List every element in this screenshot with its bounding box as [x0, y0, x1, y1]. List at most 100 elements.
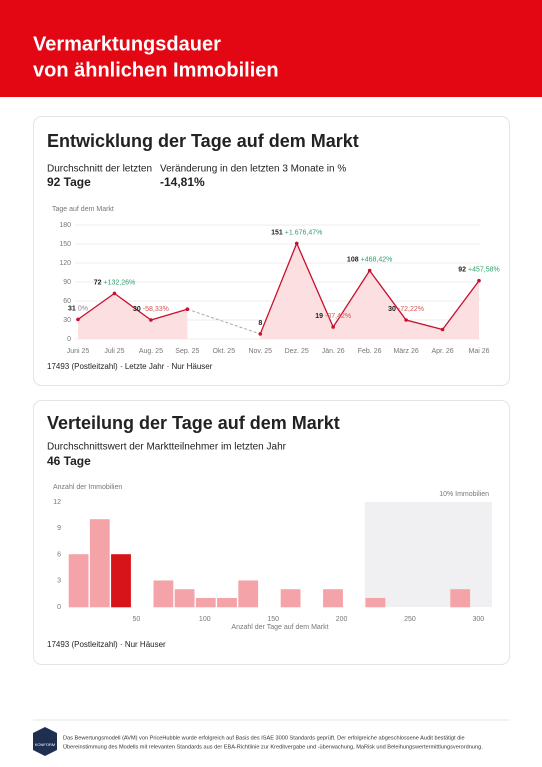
value-label: 72	[94, 279, 102, 286]
y-tick-label: 9	[57, 525, 61, 532]
x-tick-label: Sep. 25	[175, 348, 199, 355]
area	[78, 293, 188, 339]
change-label: +132,26%	[103, 279, 135, 286]
point-label: 8	[258, 320, 262, 327]
change-label: +468,42%	[361, 256, 393, 263]
value-label: 92	[458, 267, 466, 274]
value-label: 30	[133, 306, 141, 313]
point	[331, 325, 335, 329]
point	[149, 318, 153, 322]
point	[477, 278, 481, 283]
value-label: 30	[388, 306, 396, 313]
x-tick-label: Dez. 25	[285, 348, 309, 355]
point-label: 30 -72,22%	[388, 306, 424, 313]
histogram-bar	[323, 589, 343, 608]
point	[112, 291, 117, 296]
x-tick-label: Aug. 25	[139, 348, 163, 355]
point	[185, 307, 190, 312]
histogram-bar	[174, 589, 195, 608]
histogram-bar	[280, 589, 301, 608]
footnote: 17493 (Postleitzahl) · Nur Häuser	[47, 640, 166, 649]
point-label: 151 +1.676,47%	[271, 229, 322, 236]
y-tick-label: 6	[57, 551, 61, 558]
x-tick-label: 50	[132, 616, 140, 623]
y-tick-label: 0	[67, 336, 71, 343]
point-label: 92 +457,58%	[458, 267, 500, 274]
histogram-bar	[111, 554, 131, 608]
y-tick-label: 12	[53, 499, 61, 506]
stat-label: Veränderung in den letzten 3 Monate in %	[160, 164, 346, 175]
page-title: von ähnlichen Immobilien	[33, 59, 279, 81]
stat-value: 46 Tage	[47, 454, 91, 468]
value-label: 108	[347, 256, 359, 263]
point-label: 19 -87,42%	[315, 313, 351, 320]
histogram-bar	[450, 589, 471, 608]
gap-connector	[187, 308, 261, 335]
histogram-bar	[89, 519, 110, 608]
y-tick-label: 90	[63, 279, 71, 286]
point-label: 30 -58,33%	[133, 306, 169, 313]
point-label: 31 0%	[68, 305, 88, 312]
stat-value: 92 Tage	[47, 175, 91, 189]
point	[404, 318, 408, 322]
y-axis-label: Anzahl der Immobilien	[53, 484, 122, 491]
change-label: -58,33%	[143, 306, 169, 313]
footer-text: Übereinstimmung des Modells mit relevant…	[63, 743, 483, 750]
page-title: Vermarktungsdauer	[33, 33, 221, 55]
x-tick-label: Feb. 26	[358, 348, 382, 355]
y-tick-label: 150	[59, 241, 71, 248]
histogram-bar	[217, 597, 237, 608]
badge-label: KONFORM	[35, 742, 55, 747]
x-tick-label: Juli 25	[104, 348, 124, 355]
change-label: 0%	[78, 305, 88, 312]
y-tick-label: 30	[63, 317, 71, 324]
x-tick-label: März 26	[393, 348, 418, 355]
histogram-bar	[153, 580, 174, 608]
histogram-bar	[195, 597, 216, 608]
value-label: 31	[68, 305, 76, 312]
change-label: +1.676,47%	[285, 229, 323, 236]
stat-value: -14,81%	[160, 175, 205, 189]
header-band	[0, 0, 542, 97]
footnote: 17493 (Postleitzahl) · Letzte Jahr · Nur…	[47, 362, 213, 371]
histogram-bar	[68, 554, 89, 608]
point	[76, 317, 80, 322]
stat-label: Durchschnittswert der Marktteilnehmer im…	[47, 442, 287, 453]
x-tick-label: Juni 25	[67, 348, 90, 355]
area	[260, 243, 479, 339]
stat-label: Durchschnitt der letzten	[47, 164, 152, 175]
x-tick-label: 300	[472, 616, 484, 623]
value-label: 8	[258, 320, 262, 327]
change-label: -87,42%	[325, 313, 351, 320]
y-tick-label: 0	[57, 604, 61, 611]
x-tick-label: 200	[336, 616, 348, 623]
histogram-bar	[365, 597, 386, 608]
x-tick-label: 100	[199, 616, 211, 623]
point	[440, 327, 445, 332]
x-axis-label: Anzahl der Tage auf dem Markt	[231, 624, 328, 631]
x-tick-label: Nov. 25	[248, 348, 272, 355]
x-tick-label: Apr. 26	[431, 348, 453, 355]
card-title: Verteilung der Tage auf dem Markt	[47, 413, 340, 433]
y-axis-label: Tage auf dem Markt	[52, 206, 114, 213]
y-tick-label: 120	[59, 260, 71, 267]
value-label: 151	[271, 229, 283, 236]
change-label: +457,58%	[468, 267, 500, 274]
histogram-bar	[238, 580, 259, 608]
x-tick-label: Mai 26	[468, 348, 489, 355]
point-label: 108 +468,42%	[347, 256, 392, 263]
shaded-region-label: 10% Immobilien	[439, 491, 489, 498]
x-tick-label: 250	[404, 616, 416, 623]
x-tick-label: 150	[267, 616, 279, 623]
point	[294, 241, 299, 246]
y-tick-label: 3	[57, 578, 61, 585]
line	[77, 292, 188, 321]
value-label: 19	[315, 313, 323, 320]
point	[258, 332, 263, 336]
card-title: Entwicklung der Tage auf dem Markt	[47, 131, 359, 151]
footer-text: Das Bewertungsmodell (AVM) von PriceHubb…	[63, 735, 465, 741]
badge	[33, 727, 57, 756]
change-label: -72,22%	[398, 306, 424, 313]
